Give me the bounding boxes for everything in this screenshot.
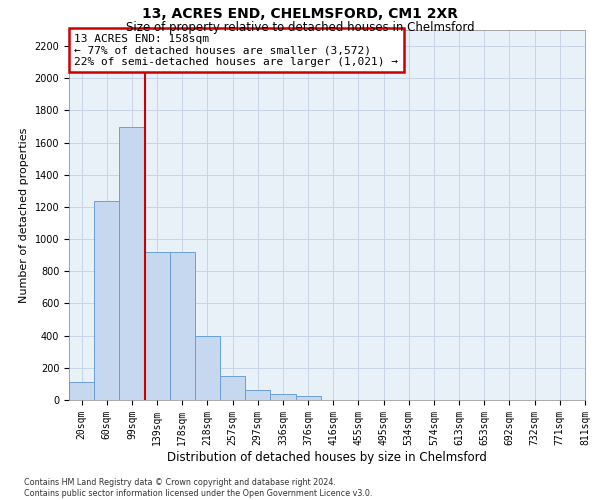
Bar — [245, 390, 271, 400]
Bar — [296, 396, 321, 400]
Bar — [119, 126, 145, 400]
Text: Contains HM Land Registry data © Crown copyright and database right 2024.
Contai: Contains HM Land Registry data © Crown c… — [24, 478, 373, 498]
Y-axis label: Number of detached properties: Number of detached properties — [19, 128, 29, 302]
Text: 13 ACRES END: 158sqm
← 77% of detached houses are smaller (3,572)
22% of semi-de: 13 ACRES END: 158sqm ← 77% of detached h… — [74, 34, 398, 67]
Text: 13, ACRES END, CHELMSFORD, CM1 2XR: 13, ACRES END, CHELMSFORD, CM1 2XR — [142, 8, 458, 22]
Bar — [94, 200, 119, 400]
Bar — [195, 336, 220, 400]
Bar — [69, 382, 94, 400]
X-axis label: Distribution of detached houses by size in Chelmsford: Distribution of detached houses by size … — [167, 450, 487, 464]
Bar — [145, 252, 170, 400]
Bar — [170, 252, 195, 400]
Text: Size of property relative to detached houses in Chelmsford: Size of property relative to detached ho… — [125, 21, 475, 34]
Bar — [220, 376, 245, 400]
Bar — [271, 394, 296, 400]
